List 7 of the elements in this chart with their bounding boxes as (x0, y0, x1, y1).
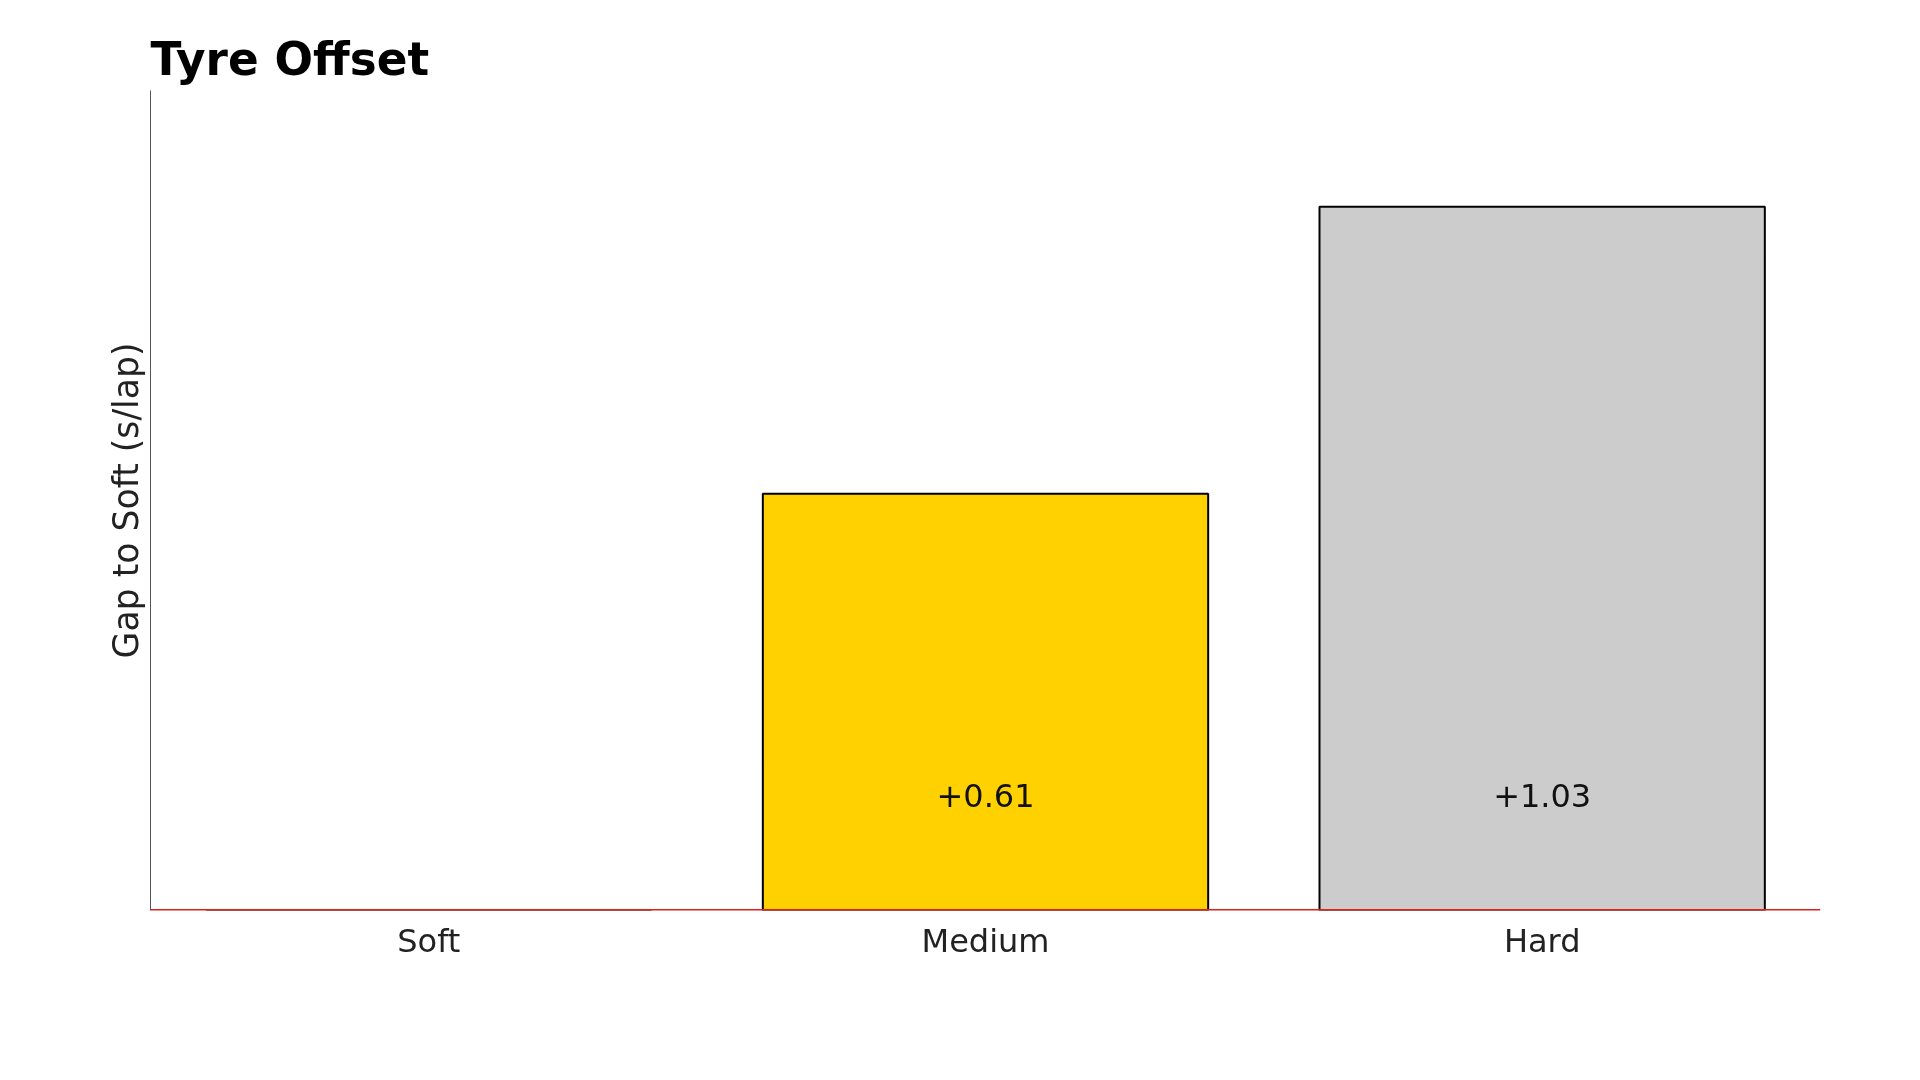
y-axis-title: Gap to Soft (s/lap) (105, 342, 146, 659)
data-label: +0.61 (936, 777, 1035, 816)
x-tick-label: Hard (1503, 921, 1581, 960)
data-label: +1.03 (1493, 777, 1592, 816)
chart-title: Tyre Offset (150, 32, 430, 86)
x-tick-label: Medium (921, 921, 1050, 960)
x-tick-label: Soft (397, 921, 461, 960)
